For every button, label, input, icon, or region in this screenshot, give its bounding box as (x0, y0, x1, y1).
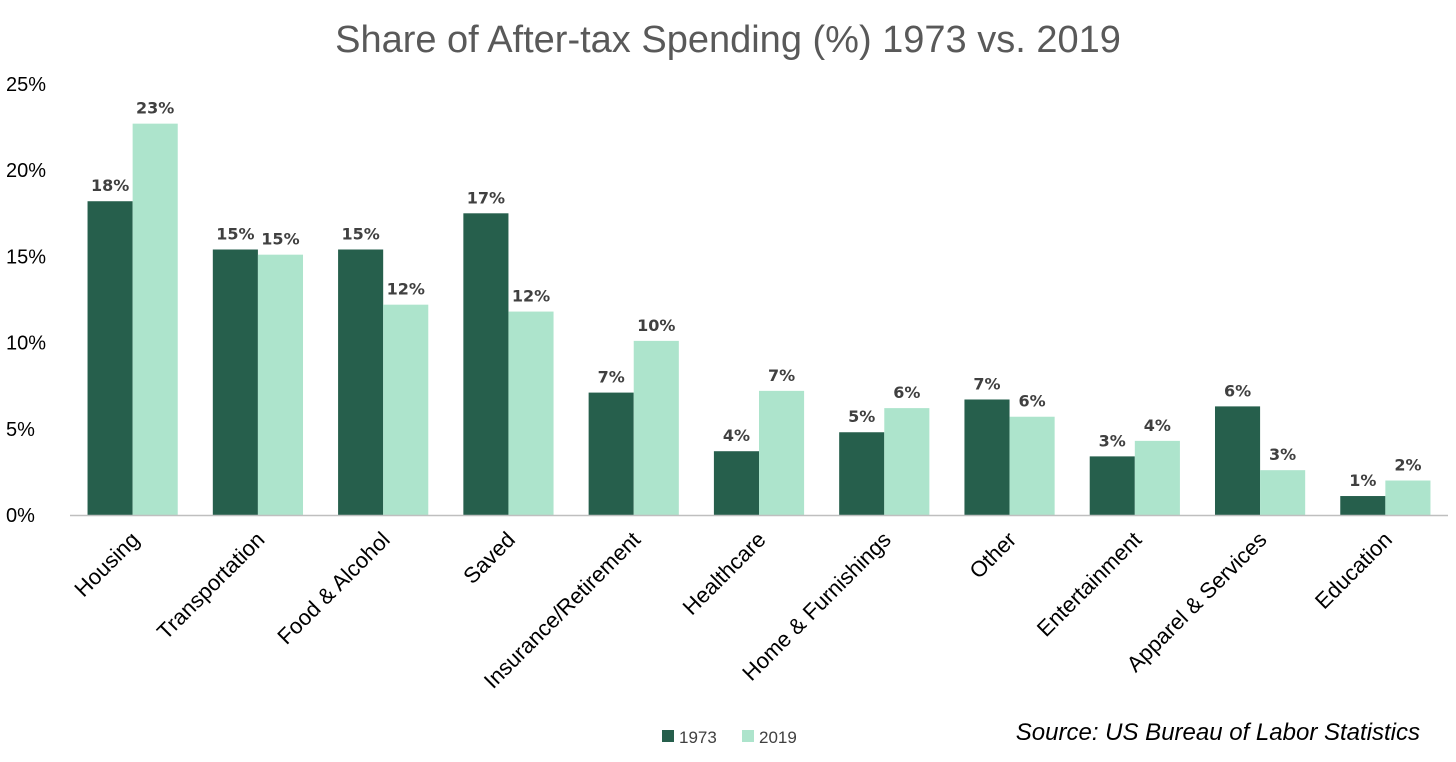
bar-1973-saved (463, 213, 509, 516)
source-note: Source: US Bureau of Labor Statistics (1016, 719, 1420, 746)
data-label-2019-healthcare: 7% (768, 366, 795, 385)
data-label-1973-housing: 18% (91, 176, 129, 195)
data-label-2019-insurance-retirement: 10% (637, 316, 675, 335)
legend-swatch-1973 (662, 730, 674, 742)
bar-2019-entertainment (1134, 440, 1180, 515)
bar-1973-education (1340, 496, 1386, 515)
bar-2019-apparel-services (1260, 470, 1306, 515)
data-label-2019-entertainment: 4% (1144, 416, 1171, 435)
bar-1973-entertainment (1089, 456, 1135, 515)
y-tick-label: 5% (6, 419, 35, 441)
legend-label-1973: 1973 (679, 728, 717, 747)
x-tick-label-food-alcohol: Food & Alcohol (272, 527, 394, 649)
y-tick-label: 0% (6, 505, 35, 527)
y-axis: 0% 5% 10% 15% 20% 25% (6, 74, 46, 527)
bar-2019-housing (132, 123, 178, 515)
bar-2019-other (1009, 416, 1055, 515)
bar-2019-transportation (257, 254, 304, 515)
data-label-2019-housing: 23% (136, 99, 174, 118)
bar-1973-other (964, 399, 1010, 515)
data-label-1973-apparel-services: 6% (1224, 381, 1251, 400)
data-label-2019-home-furnishings: 6% (893, 383, 920, 402)
data-label-1973-insurance-retirement: 7% (598, 368, 625, 387)
bar-2019-food-alcohol (383, 304, 429, 515)
bar-1973-apparel-services (1214, 406, 1261, 515)
legend-swatch-2019 (742, 730, 754, 742)
x-tick-label-entertainment: Entertainment (1032, 527, 1147, 642)
bar-1973-healthcare (713, 451, 759, 515)
x-tick-label-education: Education (1310, 527, 1397, 614)
data-label-1973-education: 1% (1349, 471, 1376, 490)
bar-2019-saved (508, 311, 554, 515)
bars (87, 123, 1431, 516)
x-tick-label-transportation: Transportation (152, 527, 269, 644)
x-axis: Housing Transportation Food & Alcohol Saved… (69, 527, 1396, 693)
y-tick-label: 15% (6, 246, 46, 268)
bar-1973-housing (87, 201, 133, 515)
bar-1973-insurance-retirement (588, 392, 634, 515)
data-label-2019-saved: 12% (512, 287, 550, 306)
y-tick-label: 10% (6, 333, 46, 355)
legend: 1973 2019 (662, 728, 797, 747)
bar-1973-food-alcohol (338, 249, 384, 515)
x-tick-label-other: Other (964, 527, 1021, 584)
data-label-1973-home-furnishings: 5% (848, 407, 875, 426)
data-label-1973-food-alcohol: 15% (341, 225, 379, 244)
data-label-1973-entertainment: 3% (1099, 431, 1126, 450)
bar-1973-transportation (212, 249, 258, 515)
bar-1973-home-furnishings (839, 432, 885, 515)
legend-label-2019: 2019 (759, 728, 797, 747)
bar-2019-insurance-retirement (633, 340, 679, 515)
chart-title: Share of After-tax Spending (%) 1973 vs.… (335, 19, 1121, 61)
bar-2019-healthcare (759, 390, 805, 515)
data-label-2019-food-alcohol: 12% (387, 280, 425, 299)
data-label-1973-healthcare: 4% (723, 426, 750, 445)
data-label-2019-apparel-services: 3% (1269, 445, 1296, 464)
data-label-2019-other: 6% (1019, 392, 1046, 411)
x-tick-label-saved: Saved (458, 527, 520, 589)
bar-2019-home-furnishings (884, 408, 930, 515)
x-tick-label-housing: Housing (69, 527, 144, 602)
bar-2019-education (1385, 480, 1431, 515)
data-label-1973-saved: 17% (467, 188, 505, 207)
data-labels: 18% 15% 15% 17% 7% 4% 5% 7% 3% 6% 1% 23% 15% 12% 12% 10… (91, 99, 1422, 490)
x-tick-label-healthcare: Healthcare (678, 527, 771, 620)
y-tick-label: 20% (6, 160, 46, 182)
y-tick-label: 25% (6, 74, 46, 96)
x-tick-label-apparel-services: Apparel & Services (1122, 527, 1272, 677)
data-label-2019-education: 2% (1394, 456, 1421, 475)
data-label-2019-transportation: 15% (261, 230, 299, 249)
data-label-1973-transportation: 15% (216, 225, 254, 244)
data-label-1973-other: 7% (973, 374, 1000, 393)
